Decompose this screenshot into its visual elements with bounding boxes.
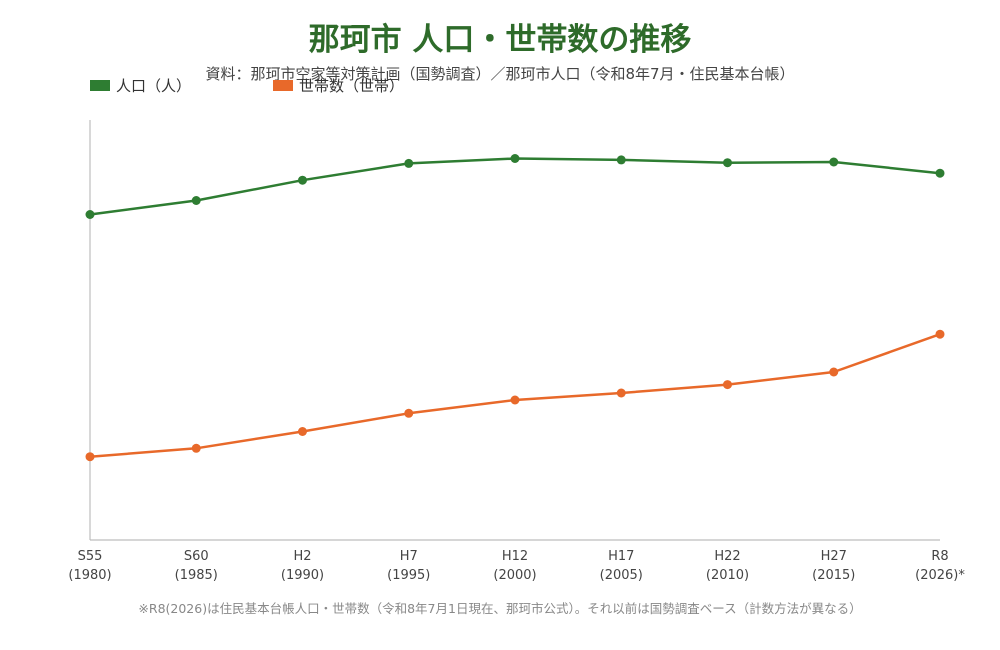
x-tick-label: H17 [608, 549, 634, 564]
x-tick-year: (2005) [600, 568, 643, 583]
x-tick-label: H22 [714, 549, 740, 564]
series-line-0 [89, 157, 941, 216]
x-tick-year: (1995) [387, 568, 430, 583]
legend-label-households: 世帯数（世帯） [299, 77, 405, 95]
data-point [723, 380, 732, 390]
x-tick-year: (2010) [706, 568, 749, 583]
data-point [298, 427, 307, 436]
x-tick-label: H27 [821, 549, 847, 564]
x-tick-label: S55 [78, 549, 103, 564]
data-point [404, 158, 414, 168]
legend-label-population: 人口（人） [116, 77, 192, 95]
data-point [829, 157, 839, 167]
x-tick-year: (2026)* [915, 568, 965, 583]
x-tick-label: H7 [400, 549, 418, 564]
data-point [616, 388, 626, 398]
data-point [510, 154, 520, 163]
chart-legend: 人口（人） 世帯数（世帯） [90, 75, 404, 96]
x-tick-label: S60 [184, 549, 209, 564]
data-point [298, 175, 307, 185]
x-tick-year: (2015) [812, 568, 855, 583]
chart-subtitle: 資料：那珂市空家等対策計画（国勢調査）／那珂市人口（令和8年7月・住民基本台帳） [205, 65, 795, 83]
x-tick-year: (2000) [493, 568, 536, 583]
x-tick-year: (1980) [68, 568, 111, 583]
data-point [85, 452, 95, 462]
chart-footnote: ※R8(2026)は住民基本台帳人口・世帯数（令和8年7月1日現在、那珂市公式）… [138, 601, 862, 616]
legend-item-households: 世帯数（世帯） [273, 75, 404, 96]
legend-swatch-population [90, 80, 110, 91]
legend-swatch-households [273, 80, 294, 91]
data-point [616, 155, 626, 165]
x-tick-label: H2 [293, 549, 311, 564]
legend-item-population: 人口（人） [90, 75, 191, 96]
data-point [191, 443, 201, 453]
x-tick-label: H12 [502, 549, 528, 564]
data-point [85, 210, 95, 219]
data-point [191, 196, 201, 205]
data-point [404, 408, 414, 418]
x-tick-year: (1985) [175, 568, 218, 583]
data-point [723, 158, 732, 168]
x-tick-label: R8 [931, 549, 948, 564]
x-tick-year: (1990) [281, 568, 324, 583]
data-point [935, 168, 945, 178]
data-point [935, 329, 945, 339]
data-point [829, 367, 839, 377]
series-line-1 [89, 333, 941, 458]
chart-title: 那珂市 人口・世帯数の推移 [308, 22, 692, 58]
data-point [510, 395, 520, 405]
